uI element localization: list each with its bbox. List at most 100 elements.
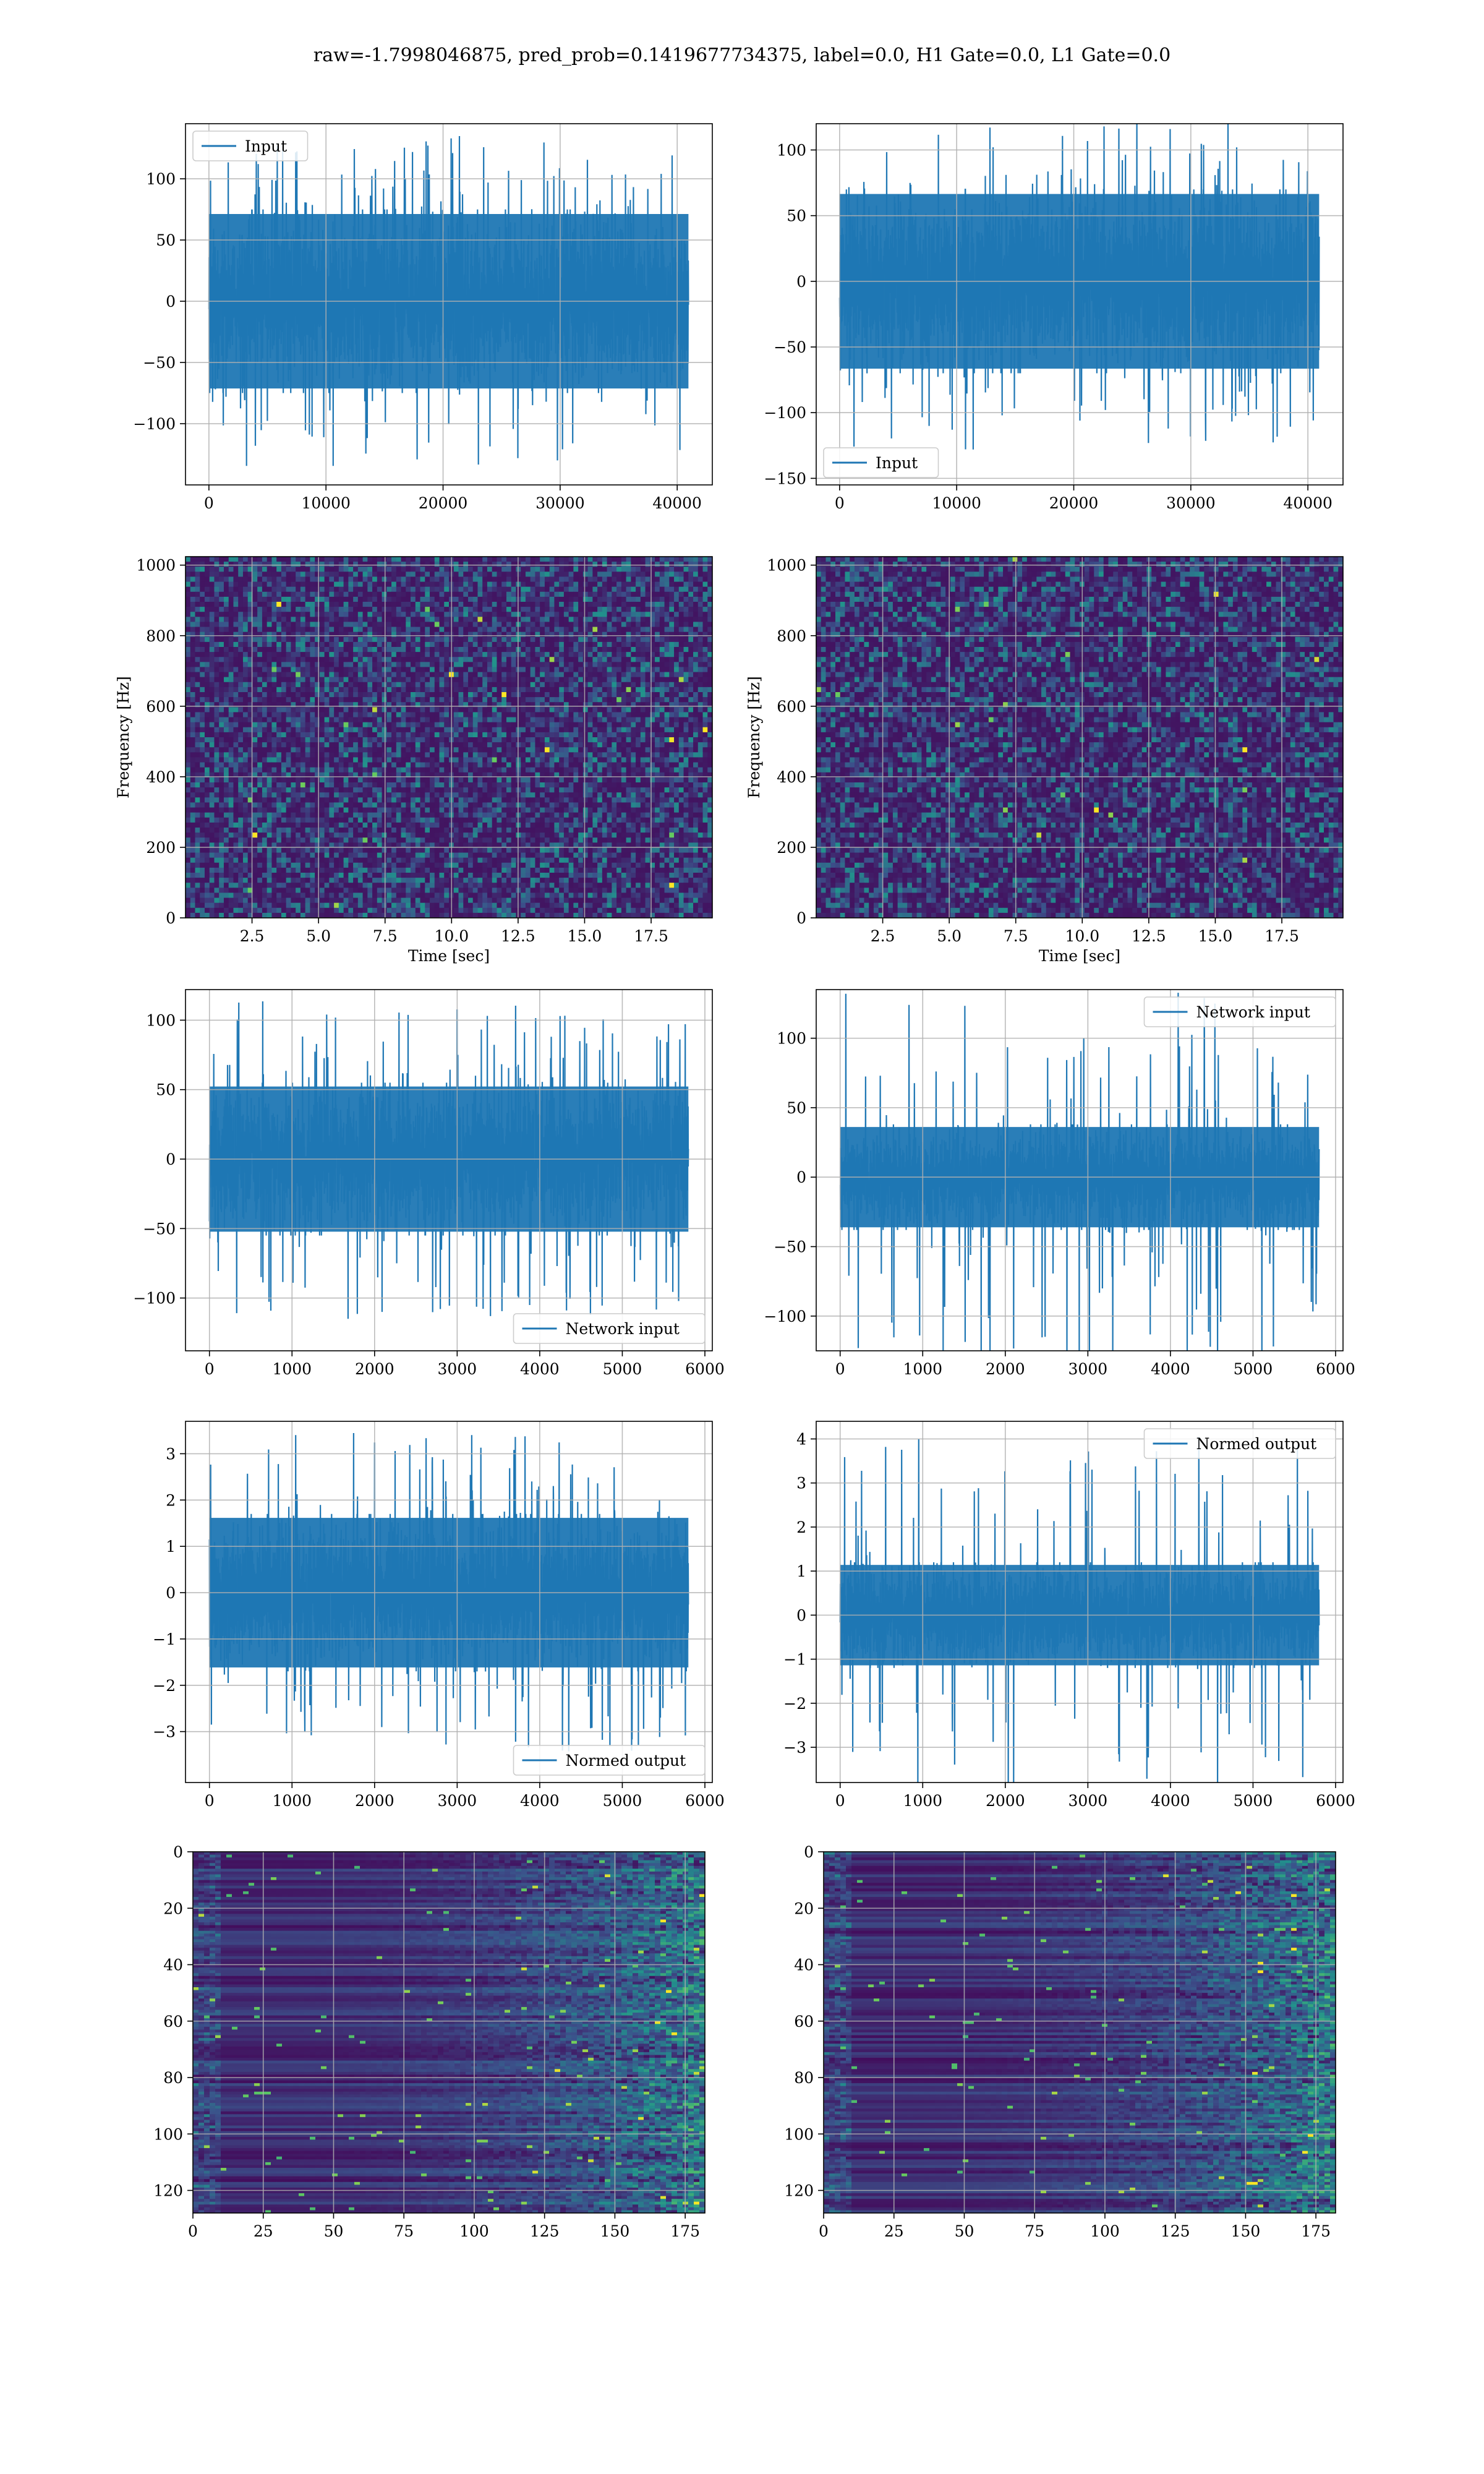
heatmap-cell	[521, 687, 526, 693]
heatmap-cell	[362, 672, 368, 678]
heatmap-cell	[506, 707, 512, 713]
heatmap-cell	[281, 607, 287, 612]
heatmap-cell	[655, 742, 660, 748]
heatmap-cell	[401, 707, 406, 713]
heatmap-cell	[425, 692, 430, 698]
heatmap-cell	[568, 747, 574, 753]
heatmap-cell	[190, 777, 196, 783]
heatmap-cell	[382, 617, 387, 623]
heatmap-cell	[252, 732, 258, 738]
heatmap-cell	[367, 677, 373, 683]
heatmap-cell	[430, 596, 435, 602]
heatmap-cell	[487, 557, 493, 562]
heatmap-cell	[267, 631, 273, 638]
heatmap-cell	[305, 772, 310, 778]
heatmap-cell	[430, 581, 435, 588]
heatmap-cell	[602, 667, 608, 673]
heatmap-cell	[329, 647, 335, 653]
heatmap-cell	[664, 557, 670, 562]
heatmap-cell	[233, 732, 239, 738]
heatmap-cell	[186, 772, 191, 778]
heatmap-cell	[612, 562, 617, 567]
heatmap-cell	[338, 677, 344, 683]
heatmap-cell	[602, 722, 608, 728]
heatmap-cell	[568, 752, 574, 758]
heatmap-cell	[223, 596, 229, 602]
y-tick-label: −150	[764, 469, 806, 487]
heatmap-cell	[688, 722, 694, 728]
heatmap-cell	[396, 636, 402, 643]
heatmap-cell	[396, 641, 402, 648]
heatmap-cell	[453, 677, 459, 683]
heatmap-cell	[195, 672, 200, 678]
heatmap-cell	[372, 657, 378, 662]
heatmap-cell	[334, 657, 339, 662]
heatmap-cell	[204, 722, 210, 728]
heatmap-cell	[357, 747, 364, 753]
heatmap-cell	[640, 692, 646, 698]
heatmap-cell	[372, 762, 378, 768]
heatmap-cell	[362, 727, 368, 733]
heatmap-cell	[324, 767, 330, 773]
heatmap-cell	[650, 722, 655, 728]
heatmap-cell	[472, 772, 479, 778]
heatmap-cell	[506, 571, 512, 578]
heatmap-cell	[482, 586, 488, 593]
heatmap-cell	[391, 722, 397, 728]
heatmap-cell	[612, 757, 617, 763]
heatmap-cell	[444, 672, 450, 678]
heatmap-cell	[319, 657, 325, 662]
heatmap-cell	[587, 747, 593, 753]
heatmap-cell	[223, 742, 229, 748]
heatmap-cell	[463, 672, 469, 678]
heatmap-cell	[568, 591, 574, 597]
heatmap-cell	[521, 567, 526, 572]
heatmap-cell	[530, 571, 536, 578]
heatmap-cell	[238, 627, 244, 633]
heatmap-cell	[659, 596, 665, 602]
heatmap-cell	[683, 567, 689, 572]
heatmap-cell	[242, 617, 249, 623]
heatmap-cell	[497, 722, 502, 728]
heatmap-cell	[640, 752, 646, 758]
heatmap-cell	[587, 562, 593, 567]
heatmap-cell	[554, 697, 560, 703]
heatmap-cell	[242, 767, 249, 773]
heatmap-cell	[477, 702, 483, 708]
heatmap-cell	[411, 657, 416, 662]
heatmap-cell	[525, 641, 531, 648]
heatmap-cell	[310, 631, 315, 638]
heatmap-cell	[252, 742, 258, 748]
heatmap-cell	[195, 662, 200, 668]
heatmap-cell	[329, 567, 335, 572]
heatmap-cell	[472, 712, 479, 718]
heatmap-cell	[521, 602, 526, 607]
heatmap-cell	[678, 672, 684, 678]
heatmap-cell	[439, 737, 445, 743]
heatmap-cell	[535, 576, 540, 583]
heatmap-cell	[420, 707, 425, 713]
heatmap-cell	[401, 662, 406, 668]
heatmap-cell	[262, 712, 268, 718]
heatmap-cell	[367, 657, 373, 662]
heatmap-cell	[563, 732, 569, 738]
heatmap-cell	[334, 567, 339, 572]
heatmap-cell	[664, 657, 670, 662]
heatmap-cell	[554, 612, 560, 617]
heatmap-cell	[444, 707, 450, 713]
heatmap-cell	[535, 636, 540, 643]
heatmap-cell	[329, 677, 335, 683]
heatmap-cell	[329, 641, 335, 648]
heatmap-cell	[626, 712, 631, 718]
heatmap-cell	[425, 602, 430, 607]
heatmap-cell	[693, 752, 699, 758]
heatmap-cell	[678, 747, 684, 753]
heatmap-cell	[401, 562, 406, 567]
heatmap-cell	[702, 692, 708, 698]
heatmap-cell	[186, 641, 191, 648]
heatmap-cell	[587, 591, 593, 597]
heatmap-cell	[535, 662, 540, 668]
heatmap-cell	[391, 742, 397, 748]
heatmap-cell	[477, 747, 483, 753]
heatmap-cell	[439, 662, 445, 668]
